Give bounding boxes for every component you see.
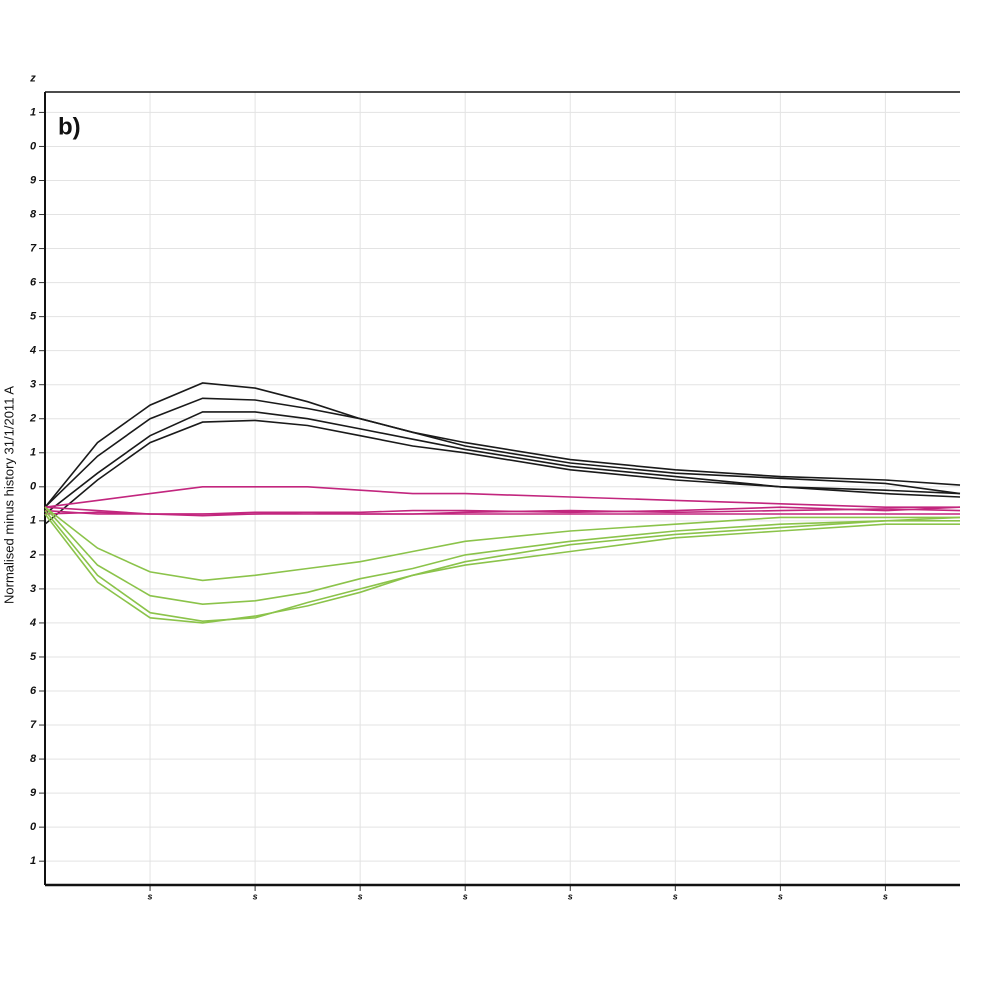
y-tick-label: 1 xyxy=(30,106,36,118)
y-tick-label: 9 xyxy=(30,174,37,186)
y-tick-label: 2 xyxy=(29,549,36,561)
y-tick-label: 1 xyxy=(30,447,36,459)
x-tick-label: s xyxy=(673,891,678,901)
x-tick-label: s xyxy=(883,891,888,901)
series-line xyxy=(44,486,960,508)
y-tick-label: 6 xyxy=(30,685,37,697)
y-tick-label: 7 xyxy=(30,242,37,254)
y-tick-label: 7 xyxy=(30,719,37,731)
y-tick-label: 0 xyxy=(30,821,37,833)
y-tick-label: 5 xyxy=(30,311,37,323)
y-tick-label: 8 xyxy=(30,208,37,220)
annotation: b) xyxy=(58,113,81,140)
series-line xyxy=(44,506,961,606)
y-tick-label: 8 xyxy=(30,753,37,765)
y-tick-label: 3 xyxy=(30,379,36,391)
series-line xyxy=(44,511,960,515)
y-tick-label: 9 xyxy=(30,787,37,799)
y-tick-label: 1 xyxy=(30,515,36,527)
y-tick-label: z xyxy=(29,72,36,84)
x-tick-label: s xyxy=(568,891,573,901)
series-line xyxy=(44,397,961,508)
y-tick-label: 4 xyxy=(29,345,36,357)
y-tick-label: 6 xyxy=(30,276,37,288)
y-tick-label: 5 xyxy=(30,651,37,663)
series-line xyxy=(44,510,960,623)
x-tick-label: s xyxy=(358,891,363,901)
series-line xyxy=(44,513,960,624)
y-tick-label: 0 xyxy=(30,140,37,152)
x-tick-label: s xyxy=(778,891,783,901)
y-tick-label: 0 xyxy=(30,481,37,493)
series-line xyxy=(44,506,960,582)
y-tick-label: 3 xyxy=(30,583,36,595)
x-tick-label: s xyxy=(463,891,468,901)
y-tick-label: 1 xyxy=(30,855,36,867)
y-tick-label: 2 xyxy=(29,413,36,425)
series-line xyxy=(44,419,961,525)
x-tick-label: s xyxy=(253,891,258,901)
series-line xyxy=(44,411,961,515)
x-tick-label: s xyxy=(148,891,153,901)
y-axis-label: Normalised minus history 31/1/2011 A xyxy=(1,386,16,604)
y-tick-label: 4 xyxy=(29,617,36,629)
